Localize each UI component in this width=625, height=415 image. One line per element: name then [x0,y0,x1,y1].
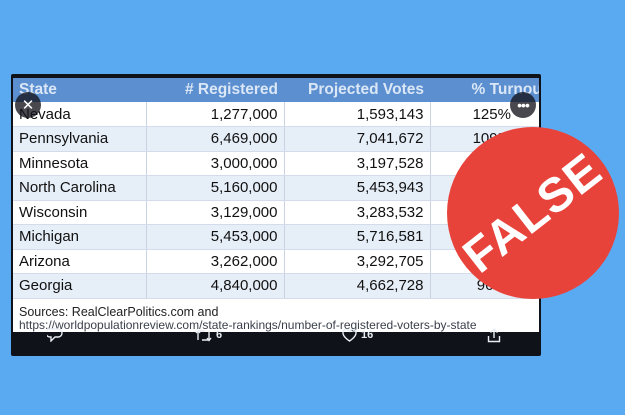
cell-registered: 3,000,000 [146,151,285,176]
header-projected: Projected Votes [284,78,430,102]
false-rating-badge: FALSE [447,127,619,299]
close-button[interactable]: ✕ [15,92,41,118]
cell-registered: 4,840,000 [146,273,285,299]
more-options-button[interactable]: ••• [510,92,536,118]
more-icon: ••• [517,97,530,113]
cell-state: Pennsylvania [13,126,147,152]
cell-state: Georgia [13,273,147,299]
table-row: Georgia 4,840,000 4,662,728 96% [13,273,539,299]
share-icon [487,327,501,342]
retweet-count: 6 [216,329,223,341]
cell-projected: 4,662,728 [284,273,431,299]
cell-registered: 5,453,000 [146,224,285,250]
cell-state: North Carolina [13,175,147,201]
cell-registered: 5,160,000 [146,175,285,201]
cell-projected: 5,453,943 [284,175,431,201]
cell-projected: 3,292,705 [284,249,431,274]
cell-registered: 3,262,000 [146,249,285,274]
retweet-button[interactable]: 6 [195,328,223,342]
cell-registered: 3,129,000 [146,200,285,225]
sources-url: https://worldpopulationreview.com/state-… [19,318,477,332]
cell-state: Arizona [13,249,147,274]
retweet-icon [195,328,212,342]
cell-registered: 1,277,000 [146,102,285,127]
cell-projected: 3,197,528 [284,151,431,176]
cell-projected: 3,283,532 [284,200,431,225]
cell-state: Michigan [13,224,147,250]
cell-registered: 6,469,000 [146,126,285,152]
heart-icon [342,328,357,342]
tweet-action-bar: 6 16 [11,318,541,352]
share-button[interactable] [487,327,501,343]
sources-note: Sources: RealClearPolitics.com and [19,304,219,319]
cell-state: Minnesota [13,151,147,176]
cell-state: Wisconsin [13,200,147,225]
table-header-row: State # Registered Projected Votes % Tur… [13,78,539,102]
reply-button[interactable] [47,328,63,342]
header-registered: # Registered [146,78,284,102]
table-row: Nevada 1,277,000 1,593,143 125% [13,102,539,127]
false-rating-label: FALSE [453,142,613,284]
like-button[interactable]: 16 [342,328,374,342]
reply-icon [47,328,63,342]
table-row: Pennsylvania 6,469,000 7,041,672 109% [13,126,539,152]
cell-projected: 7,041,672 [284,126,431,152]
like-count: 16 [361,329,374,341]
cell-projected: 1,593,143 [284,102,431,127]
close-icon: ✕ [21,96,35,114]
cell-projected: 5,716,581 [284,224,431,250]
